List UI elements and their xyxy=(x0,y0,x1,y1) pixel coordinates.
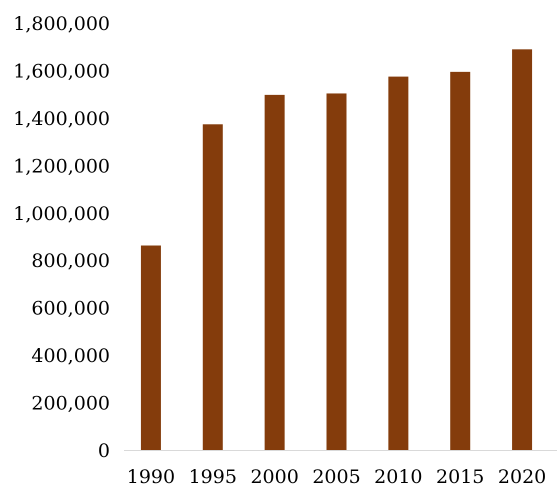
x-tick-label-2015: 2015 xyxy=(436,466,484,488)
y-tick-label: 1,400,000 xyxy=(13,108,110,130)
x-axis-tick-labels: 1990 1995 2000 2005 2010 2015 2020 xyxy=(127,466,547,488)
bars-group xyxy=(140,49,533,451)
bar-2020 xyxy=(512,49,533,450)
bar-2005 xyxy=(326,93,347,450)
y-axis-tick-labels: 0 200,000 400,000 600,000 800,000 1,000,000 1,… xyxy=(13,13,110,462)
y-tick-label: 1,800,000 xyxy=(13,13,110,35)
x-tick-label-2000: 2000 xyxy=(250,466,298,488)
x-tick-label-1990: 1990 xyxy=(127,466,175,488)
bar-1995 xyxy=(202,124,223,451)
y-tick-label: 1,000,000 xyxy=(13,203,110,225)
x-tick-label-2005: 2005 xyxy=(312,466,360,488)
y-tick-label: 0 xyxy=(98,440,110,462)
bar-2010 xyxy=(388,76,409,451)
bar-1990 xyxy=(140,245,161,450)
bar-2015 xyxy=(450,71,471,451)
x-tick-label-2020: 2020 xyxy=(498,466,546,488)
x-tick-label-1995: 1995 xyxy=(189,466,237,488)
y-tick-label: 200,000 xyxy=(31,393,110,415)
y-tick-label: 600,000 xyxy=(31,298,110,320)
y-tick-label: 1,600,000 xyxy=(13,60,110,82)
y-tick-label: 400,000 xyxy=(31,345,110,367)
y-tick-label: 1,200,000 xyxy=(13,155,110,177)
x-tick-label-2010: 2010 xyxy=(374,466,422,488)
bar-2000 xyxy=(264,94,285,451)
y-tick-label: 800,000 xyxy=(31,250,110,272)
